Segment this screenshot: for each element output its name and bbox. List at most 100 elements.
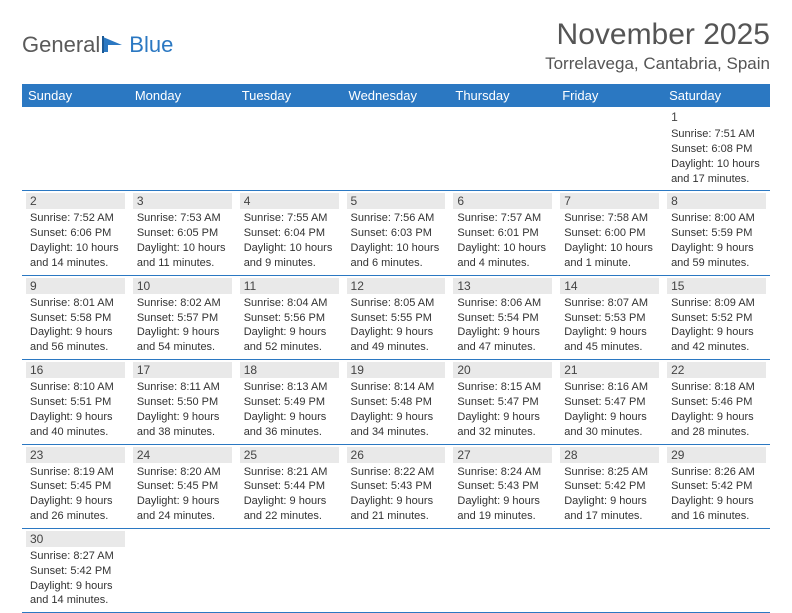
calendar-empty-cell: [129, 528, 236, 612]
day-number: 15: [667, 278, 766, 294]
sunrise-text: Sunrise: 8:24 AM: [453, 465, 552, 480]
day-number: 5: [347, 193, 446, 209]
day-number: 9: [26, 278, 125, 294]
day-number: 27: [453, 447, 552, 463]
sunset-text: Sunset: 5:49 PM: [240, 395, 339, 410]
daylight-text: Daylight: 10 hours and 9 minutes.: [240, 241, 339, 271]
sunset-text: Sunset: 5:57 PM: [133, 311, 232, 326]
calendar-week-row: 2Sunrise: 7:52 AMSunset: 6:06 PMDaylight…: [22, 191, 770, 275]
sunrise-text: Sunrise: 7:57 AM: [453, 211, 552, 226]
sunset-text: Sunset: 5:56 PM: [240, 311, 339, 326]
daylight-text: Daylight: 10 hours and 1 minute.: [560, 241, 659, 271]
sunset-text: Sunset: 5:59 PM: [667, 226, 766, 241]
flag-icon: [102, 35, 128, 55]
day-number: 19: [347, 362, 446, 378]
daylight-text: Daylight: 9 hours and 30 minutes.: [560, 410, 659, 440]
calendar-day-cell: 23Sunrise: 8:19 AMSunset: 5:45 PMDayligh…: [22, 444, 129, 528]
day-number: 28: [560, 447, 659, 463]
sunrise-text: Sunrise: 8:15 AM: [453, 380, 552, 395]
calendar-day-cell: 15Sunrise: 8:09 AMSunset: 5:52 PMDayligh…: [663, 275, 770, 359]
daylight-text: Daylight: 9 hours and 59 minutes.: [667, 241, 766, 271]
sunrise-text: Sunrise: 7:55 AM: [240, 211, 339, 226]
daylight-text: Daylight: 9 hours and 54 minutes.: [133, 325, 232, 355]
sunset-text: Sunset: 5:46 PM: [667, 395, 766, 410]
day-number: 20: [453, 362, 552, 378]
calendar-table: SundayMondayTuesdayWednesdayThursdayFrid…: [22, 84, 770, 613]
logo-text-2: Blue: [129, 32, 173, 58]
calendar-empty-cell: [129, 107, 236, 191]
sunrise-text: Sunrise: 7:51 AM: [667, 127, 766, 142]
calendar-empty-cell: [449, 528, 556, 612]
day-number: 21: [560, 362, 659, 378]
sunrise-text: Sunrise: 8:04 AM: [240, 296, 339, 311]
sunrise-text: Sunrise: 8:21 AM: [240, 465, 339, 480]
day-number: 2: [26, 193, 125, 209]
daylight-text: Daylight: 10 hours and 6 minutes.: [347, 241, 446, 271]
daylight-text: Daylight: 9 hours and 40 minutes.: [26, 410, 125, 440]
day-number: 22: [667, 362, 766, 378]
calendar-day-cell: 26Sunrise: 8:22 AMSunset: 5:43 PMDayligh…: [343, 444, 450, 528]
weekday-header: Tuesday: [236, 84, 343, 107]
daylight-text: Daylight: 10 hours and 4 minutes.: [453, 241, 552, 271]
daylight-text: Daylight: 9 hours and 14 minutes.: [26, 579, 125, 609]
day-number: 16: [26, 362, 125, 378]
day-number: 10: [133, 278, 232, 294]
calendar-day-cell: 28Sunrise: 8:25 AMSunset: 5:42 PMDayligh…: [556, 444, 663, 528]
sunset-text: Sunset: 5:42 PM: [667, 479, 766, 494]
day-number: 12: [347, 278, 446, 294]
weekday-header: Wednesday: [343, 84, 450, 107]
sunrise-text: Sunrise: 8:06 AM: [453, 296, 552, 311]
day-number: 18: [240, 362, 339, 378]
weekday-header: Thursday: [449, 84, 556, 107]
sunset-text: Sunset: 6:00 PM: [560, 226, 659, 241]
sunrise-text: Sunrise: 8:10 AM: [26, 380, 125, 395]
calendar-empty-cell: [343, 528, 450, 612]
daylight-text: Daylight: 9 hours and 16 minutes.: [667, 494, 766, 524]
sunset-text: Sunset: 5:53 PM: [560, 311, 659, 326]
calendar-empty-cell: [236, 107, 343, 191]
logo: General Blue: [22, 32, 173, 58]
sunset-text: Sunset: 6:08 PM: [667, 142, 766, 157]
weekday-header: Sunday: [22, 84, 129, 107]
daylight-text: Daylight: 9 hours and 52 minutes.: [240, 325, 339, 355]
calendar-day-cell: 24Sunrise: 8:20 AMSunset: 5:45 PMDayligh…: [129, 444, 236, 528]
daylight-text: Daylight: 9 hours and 45 minutes.: [560, 325, 659, 355]
daylight-text: Daylight: 9 hours and 34 minutes.: [347, 410, 446, 440]
sunrise-text: Sunrise: 8:05 AM: [347, 296, 446, 311]
calendar-day-cell: 29Sunrise: 8:26 AMSunset: 5:42 PMDayligh…: [663, 444, 770, 528]
month-title: November 2025: [545, 18, 770, 52]
sunset-text: Sunset: 6:05 PM: [133, 226, 232, 241]
calendar-day-cell: 16Sunrise: 8:10 AMSunset: 5:51 PMDayligh…: [22, 360, 129, 444]
sunset-text: Sunset: 5:54 PM: [453, 311, 552, 326]
sunrise-text: Sunrise: 8:19 AM: [26, 465, 125, 480]
calendar-day-cell: 14Sunrise: 8:07 AMSunset: 5:53 PMDayligh…: [556, 275, 663, 359]
day-number: 1: [667, 109, 766, 125]
calendar-empty-cell: [343, 107, 450, 191]
calendar-day-cell: 6Sunrise: 7:57 AMSunset: 6:01 PMDaylight…: [449, 191, 556, 275]
sunset-text: Sunset: 5:47 PM: [453, 395, 552, 410]
calendar-day-cell: 22 Sunrise: 8:18 AMSunset: 5:46 PMDayligh…: [663, 360, 770, 444]
day-number: 30: [26, 531, 125, 547]
day-number: 14: [560, 278, 659, 294]
logo-text-1: General: [22, 32, 100, 58]
daylight-text: Daylight: 10 hours and 11 minutes.: [133, 241, 232, 271]
sunset-text: Sunset: 6:01 PM: [453, 226, 552, 241]
calendar-day-cell: 12Sunrise: 8:05 AMSunset: 5:55 PMDayligh…: [343, 275, 450, 359]
sunrise-text: Sunrise: 8:18 AM: [667, 380, 766, 395]
sunset-text: Sunset: 5:43 PM: [453, 479, 552, 494]
daylight-text: Daylight: 10 hours and 14 minutes.: [26, 241, 125, 271]
sunset-text: Sunset: 5:52 PM: [667, 311, 766, 326]
daylight-text: Daylight: 9 hours and 21 minutes.: [347, 494, 446, 524]
daylight-text: Daylight: 9 hours and 38 minutes.: [133, 410, 232, 440]
sunrise-text: Sunrise: 8:02 AM: [133, 296, 232, 311]
daylight-text: Daylight: 10 hours and 17 minutes.: [667, 157, 766, 187]
daylight-text: Daylight: 9 hours and 28 minutes.: [667, 410, 766, 440]
calendar-day-cell: 4Sunrise: 7:55 AMSunset: 6:04 PMDaylight…: [236, 191, 343, 275]
calendar-day-cell: 8Sunrise: 8:00 AMSunset: 5:59 PMDaylight…: [663, 191, 770, 275]
calendar-day-cell: 27Sunrise: 8:24 AMSunset: 5:43 PMDayligh…: [449, 444, 556, 528]
daylight-text: Daylight: 9 hours and 56 minutes.: [26, 325, 125, 355]
day-number: 3: [133, 193, 232, 209]
calendar-day-cell: 25Sunrise: 8:21 AMSunset: 5:44 PMDayligh…: [236, 444, 343, 528]
day-number: 17: [133, 362, 232, 378]
sunrise-text: Sunrise: 7:58 AM: [560, 211, 659, 226]
